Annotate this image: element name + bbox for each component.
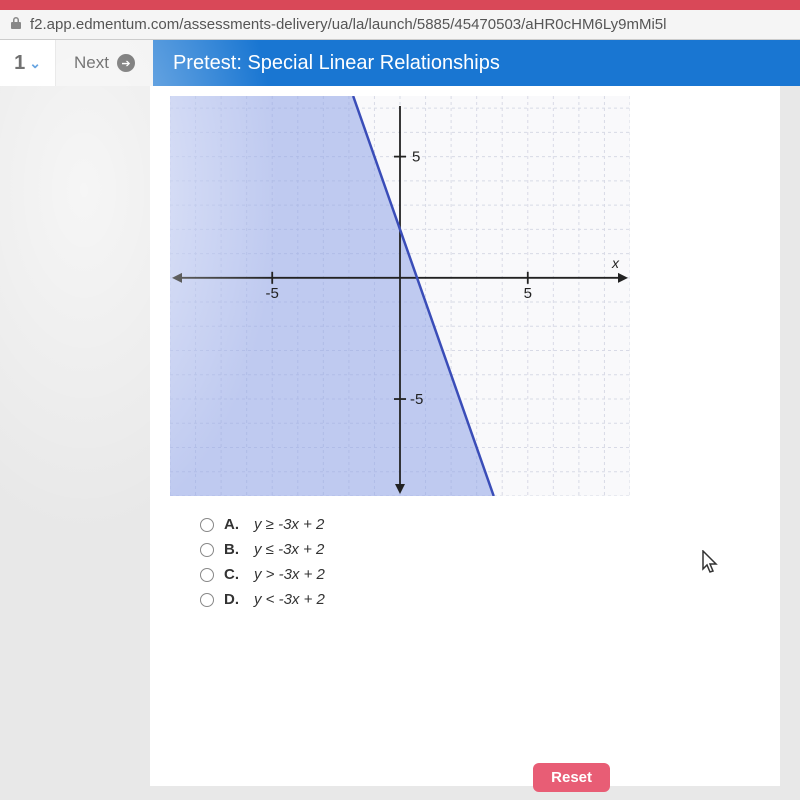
content-area: -5 5 5 -5 x A. y ≥ -3x + 2 B. y ≤ -3x + 2 C.…	[150, 86, 780, 786]
option-letter: B.	[224, 541, 242, 558]
option-text: y ≥ -3x + 2	[254, 516, 324, 533]
option-text: y < -3x + 2	[254, 591, 325, 608]
graph-svg: -5 5 5 -5 x	[170, 96, 630, 496]
browser-tab-strip	[0, 0, 800, 10]
answer-option[interactable]: C. y > -3x + 2	[200, 566, 760, 583]
answer-option[interactable]: D. y < -3x + 2	[200, 591, 760, 608]
radio-icon	[200, 568, 214, 582]
page-number-dropdown[interactable]: 1 ⌄	[0, 40, 56, 86]
next-button[interactable]: Next ➔	[56, 40, 153, 86]
graph: -5 5 5 -5 x	[170, 96, 630, 496]
option-text: y > -3x + 2	[254, 566, 325, 583]
svg-text:x: x	[611, 255, 620, 271]
svg-text:5: 5	[412, 149, 420, 166]
answer-options: A. y ≥ -3x + 2 B. y ≤ -3x + 2 C. y > -3x…	[200, 516, 760, 608]
option-letter: A.	[224, 516, 242, 533]
answer-option[interactable]: B. y ≤ -3x + 2	[200, 541, 760, 558]
radio-icon	[200, 593, 214, 607]
option-text: y ≤ -3x + 2	[254, 541, 324, 558]
url-bar[interactable]: f2.app.edmentum.com/assessments-delivery…	[0, 10, 800, 40]
svg-text:5: 5	[524, 285, 532, 302]
nav-bar: 1 ⌄ Next ➔ Pretest: Special Linear Relat…	[0, 40, 800, 86]
cursor-icon	[702, 550, 720, 580]
svg-text:-5: -5	[266, 285, 279, 302]
url-text: f2.app.edmentum.com/assessments-delivery…	[30, 16, 666, 33]
option-letter: C.	[224, 566, 242, 583]
answer-option[interactable]: A. y ≥ -3x + 2	[200, 516, 760, 533]
arrow-right-icon: ➔	[117, 54, 135, 72]
reset-button[interactable]: Reset	[533, 763, 610, 792]
chevron-down-icon: ⌄	[29, 55, 41, 72]
radio-icon	[200, 518, 214, 532]
option-letter: D.	[224, 591, 242, 608]
radio-icon	[200, 543, 214, 557]
page-title: Pretest: Special Linear Relationships	[153, 40, 800, 86]
lock-icon	[10, 16, 22, 33]
svg-text:-5: -5	[410, 391, 423, 408]
